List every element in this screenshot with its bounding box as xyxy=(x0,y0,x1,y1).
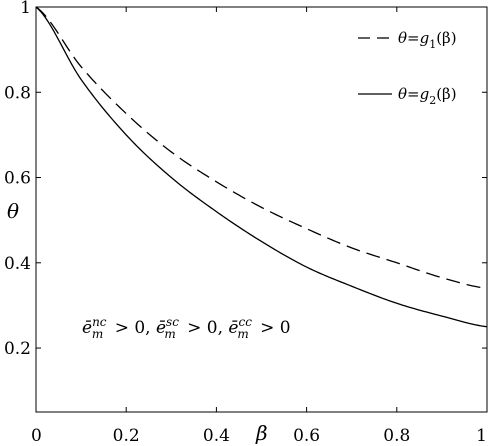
x-tick-label: 0 xyxy=(31,426,42,446)
axis-ticks xyxy=(35,6,488,412)
legend-label-2: θ=g2(β) xyxy=(398,85,457,107)
condition-annotation: ēnc m > 0, ēsc m > 0, ēcc m > 0 xyxy=(82,315,291,341)
y-tick-label: 0.2 xyxy=(4,339,31,359)
x-tick-label: 0.2 xyxy=(113,426,140,446)
y-tick-label: 0.4 xyxy=(4,254,31,274)
x-axis-title: β xyxy=(255,421,268,445)
y-axis-title: θ xyxy=(7,199,19,223)
x-tick-label: 0.8 xyxy=(383,426,410,446)
y-tick-label: 0.6 xyxy=(4,169,31,189)
y-tick-label: 0.8 xyxy=(4,83,31,103)
series-lines xyxy=(35,6,488,328)
plot-frame xyxy=(35,6,488,413)
legend: θ=g1(β) θ=g2(β) xyxy=(358,29,457,107)
x-tick-label: 0.6 xyxy=(293,426,320,446)
series-line-2 xyxy=(35,6,488,328)
x-tick-label: 0.4 xyxy=(203,426,230,446)
x-tick-label: 1 xyxy=(476,426,487,446)
axis-tick-labels: 0 0.2 0.4 0.6 0.8 1 0.2 0.4 0.6 0.8 1 xyxy=(4,0,487,446)
y-tick-label: 1 xyxy=(20,0,31,18)
legend-label-1: θ=g1(β) xyxy=(398,29,457,51)
series-line-1 xyxy=(35,6,488,290)
